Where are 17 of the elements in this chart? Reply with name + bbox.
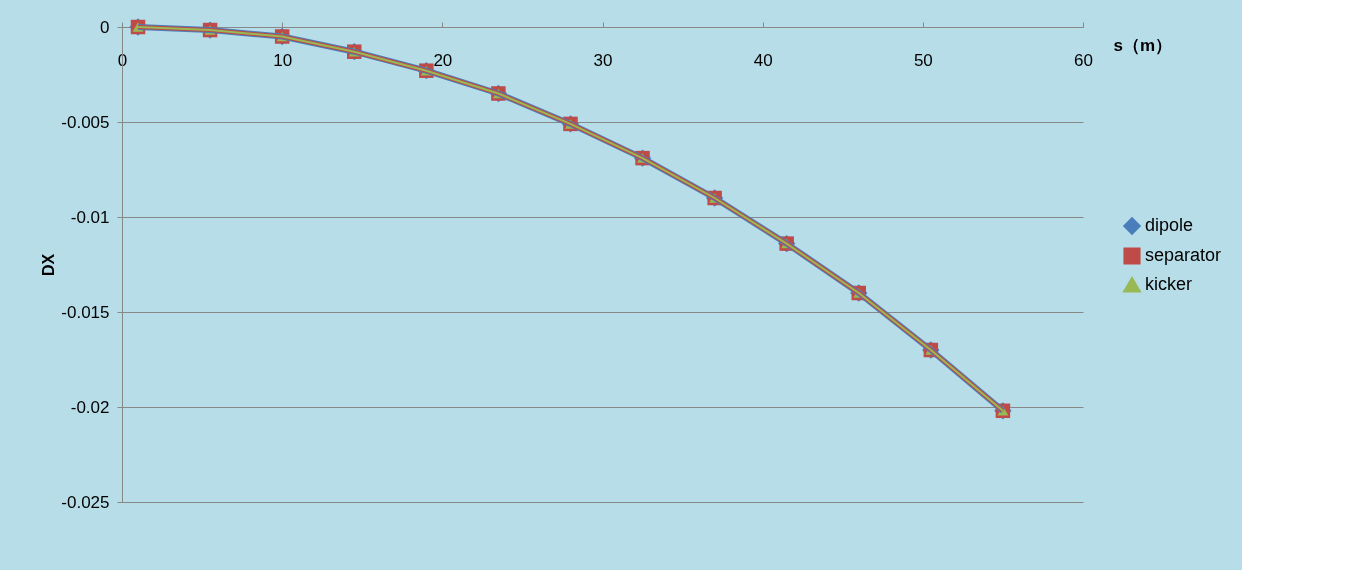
y-axis-title: DX — [40, 253, 58, 277]
x-tick-label: 50 — [913, 50, 933, 70]
legend-label: separator — [1145, 245, 1222, 265]
y-tick-label: 0 — [100, 17, 110, 37]
x-axis-title: s（m） — [1113, 35, 1173, 55]
x-tick-label: 60 — [1074, 50, 1093, 70]
x-tick-label: 40 — [753, 50, 773, 70]
y-tick-label: -0.015 — [61, 302, 110, 322]
legend-label: kicker — [1145, 274, 1193, 294]
y-tick-label: -0.005 — [61, 112, 110, 132]
y-tick-label: -0.01 — [70, 207, 110, 227]
x-tick-label: 30 — [593, 50, 613, 70]
x-tick-label: 20 — [433, 50, 453, 70]
legend-label: dipole — [1145, 215, 1194, 235]
x-tick-label: 10 — [273, 50, 293, 70]
y-tick-label: -0.025 — [61, 492, 110, 512]
y-tick-label: -0.02 — [70, 397, 110, 417]
